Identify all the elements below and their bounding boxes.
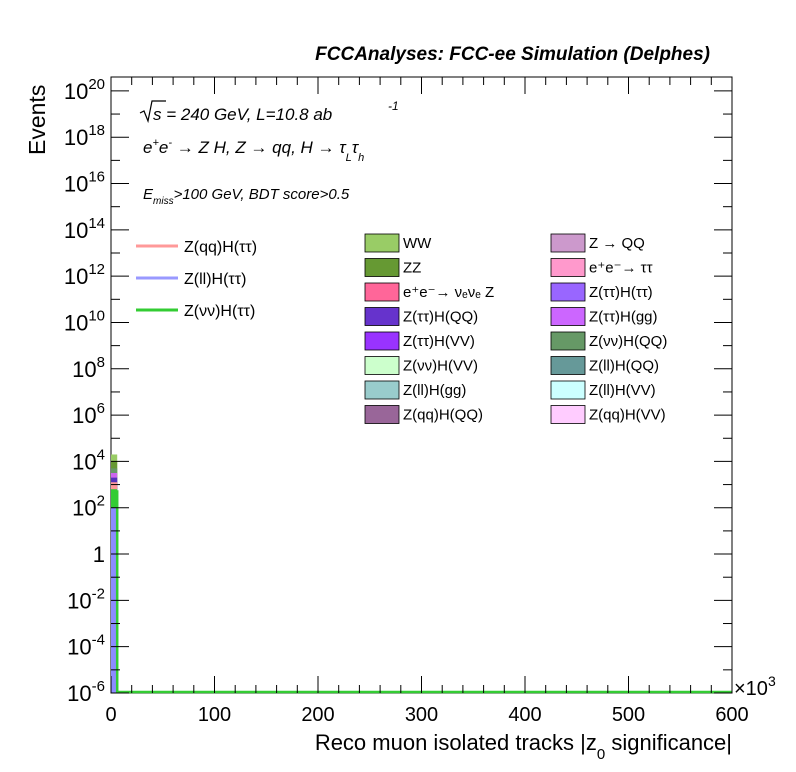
legend-box-label: Z(ττ)H(gg) — [589, 309, 658, 326]
cut-rest: >100 GeV, BDT score>0.5 — [174, 186, 350, 203]
legend-box-swatch — [550, 282, 586, 302]
legend-box-swatch — [550, 380, 586, 400]
legend-box-label: e⁺e⁻→ ττ — [589, 260, 653, 277]
process-sub-h: h — [358, 152, 364, 164]
y-tick-label: 10-6 — [67, 678, 105, 706]
energy-rest: = 240 GeV, L=10.8 ab — [162, 105, 333, 124]
y-axis-title: Events — [24, 85, 50, 155]
y-tick-label: 1016 — [64, 169, 105, 197]
stacked-bars — [111, 454, 732, 694]
legend-box-swatch — [364, 282, 400, 302]
cut-E: E — [143, 186, 154, 203]
legend-box-label: Z(qq)H(QQ) — [403, 407, 483, 424]
legend-box-swatch — [550, 331, 586, 351]
y-axis: 10-6 10-4 10-2 1 102 104 106 108 1010 1012 1014 101… — [64, 76, 732, 706]
legend-line-label: Z(ll)H(ττ) — [184, 271, 246, 288]
y-tick-label: 1014 — [64, 215, 105, 243]
y-tick-label: 106 — [72, 400, 105, 428]
legend-box-swatch — [364, 356, 400, 375]
legend-box-label: Z(ττ)H(VV) — [403, 333, 475, 350]
legend-box-swatch — [550, 307, 586, 326]
x-tick-label: 100 — [198, 704, 231, 726]
x-tick-label: 300 — [405, 704, 438, 726]
process-sup-plus: + — [152, 137, 159, 149]
sqrt-symbol — [139, 100, 166, 124]
y-tick-label: 1012 — [64, 261, 105, 289]
y-tick-label: 1 — [93, 542, 105, 567]
y-tick-label: 102 — [72, 493, 105, 521]
cut-annotation: Emiss>100 GeV, BDT score>0.5 — [143, 186, 350, 207]
legend-box-label: Z(ll)H(QQ) — [589, 358, 659, 375]
y-tick-label: 10-4 — [67, 632, 105, 660]
x-tick-label: 600 — [715, 704, 748, 726]
x-axis-title-main: Reco muon isolated tracks |z — [315, 730, 597, 755]
process-sup-minus: - — [168, 137, 172, 149]
legend-box-label: WW — [403, 235, 432, 252]
legend-box-label: Z(qq)H(VV) — [589, 407, 666, 424]
legend-boxes-middle: WW ZZ e⁺e⁻→ νₑνₑ Z Z(ττ)H(QQ) Z(ττ)H(VV) Z(νν… — [364, 233, 494, 424]
legend-box-swatch — [550, 356, 586, 375]
energy-annotation: s = 240 GeV, L=10.8 ab -1 — [139, 99, 399, 124]
x-axis-title-end: significance| — [605, 730, 732, 755]
legend-line-label: Z(qq)H(ττ) — [184, 239, 257, 256]
legend-box-swatch — [550, 233, 586, 253]
y-tick-label: 104 — [72, 446, 105, 474]
process-main: → Z H, Z → qq, H → τ — [172, 138, 347, 157]
legend-lines: Z(qq)H(ττ) Z(ll)H(ττ) Z(νν)H(ττ) — [136, 239, 257, 320]
legend-box-label: Z → QQ — [589, 235, 645, 252]
x-tick-label: 0 — [105, 704, 116, 726]
y-tick-label: 108 — [72, 354, 105, 382]
svg-text:s = 240 GeV, L=10.8 ab: s = 240 GeV, L=10.8 ab — [153, 105, 332, 124]
y-tick-label: 1018 — [64, 122, 105, 150]
legend-box-label: e⁺e⁻→ νₑνₑ Z — [403, 284, 494, 301]
legend-box-label: Z(ll)H(VV) — [589, 382, 656, 399]
cut-sub-miss: miss — [153, 196, 174, 207]
process-tau2: τ — [352, 138, 360, 157]
legend-box-swatch — [364, 331, 400, 351]
legend-box-label: Z(ττ)H(QQ) — [403, 309, 478, 326]
x-tick-label: 500 — [612, 704, 645, 726]
plot-title: FCCAnalyses: FCC-ee Simulation (Delphes) — [315, 44, 710, 65]
y-tick-label: 1010 — [64, 307, 105, 335]
legend-line-label: Z(νν)H(ττ) — [184, 303, 255, 320]
legend-box-swatch — [364, 307, 400, 326]
process-annotation: e+e- → Z H, Z → qq, H → τLτh — [143, 137, 364, 164]
process-e1: e — [143, 138, 152, 157]
x-tick-label: 400 — [508, 704, 541, 726]
legend-box-swatch — [364, 380, 400, 400]
process-sub-L: L — [346, 152, 352, 164]
line-nunu-htautau — [111, 490, 732, 694]
legend-box-label: ZZ — [403, 260, 421, 277]
legend-box-swatch — [364, 405, 400, 424]
legend-box-swatch — [364, 233, 400, 253]
legend-box-label: Z(ττ)H(ττ) — [589, 284, 653, 301]
x-multiplier-base: ×10 — [734, 678, 768, 700]
lumi-exponent: -1 — [388, 99, 399, 113]
legend-box-swatch — [550, 258, 586, 277]
legend-box-label: Z(νν)H(VV) — [403, 358, 478, 375]
x-axis-title: Reco muon isolated tracks |z0 significan… — [315, 730, 732, 763]
y-tick-label: 10-2 — [67, 585, 105, 613]
svg-text:e+e- → Z H, Z → qq, H → τLτh: e+e- → Z H, Z → qq, H → τLτh — [143, 137, 364, 164]
x-axis: 0 100 200 300 400 500 600 — [105, 77, 749, 726]
x-multiplier-exp: 3 — [768, 673, 776, 689]
legend-box-label: Z(ll)H(gg) — [403, 382, 466, 399]
legend-box-label: Z(νν)H(QQ) — [589, 333, 667, 350]
x-multiplier: ×103 — [734, 673, 776, 700]
legend-boxes-right: Z → QQ e⁺e⁻→ ττ Z(ττ)H(ττ) Z(ττ)H(gg) Z(νν)H… — [550, 233, 667, 424]
x-axis-title-sub: 0 — [597, 746, 605, 763]
x-tick-label: 200 — [301, 704, 334, 726]
legend-box-swatch — [550, 405, 586, 424]
y-tick-label: 1020 — [64, 76, 105, 104]
svg-text:Emiss>100 GeV, BDT score>0.5: Emiss>100 GeV, BDT score>0.5 — [143, 186, 350, 207]
process-e2: e — [159, 138, 168, 157]
legend-box-swatch — [364, 258, 400, 277]
energy-sqrt-arg: s — [153, 105, 162, 124]
